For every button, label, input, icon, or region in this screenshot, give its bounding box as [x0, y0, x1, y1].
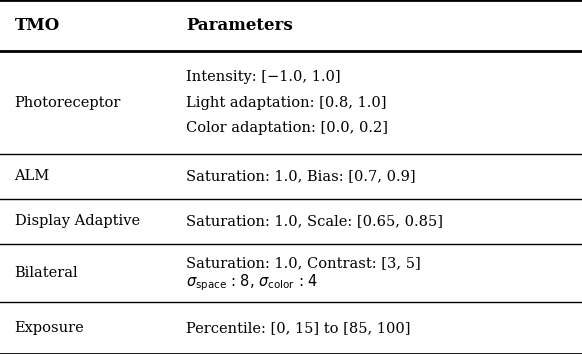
Text: ALM: ALM: [15, 170, 50, 183]
Text: Display Adaptive: Display Adaptive: [15, 214, 140, 228]
Text: Photoreceptor: Photoreceptor: [15, 96, 121, 110]
Text: Intensity: [−1.0, 1.0]: Intensity: [−1.0, 1.0]: [186, 70, 341, 84]
Text: Bilateral: Bilateral: [15, 266, 78, 280]
Text: TMO: TMO: [15, 17, 60, 34]
Text: Saturation: 1.0, Contrast: [3, 5]: Saturation: 1.0, Contrast: [3, 5]: [186, 256, 421, 270]
Text: Color adaptation: [0.0, 0.2]: Color adaptation: [0.0, 0.2]: [186, 121, 388, 135]
Text: Saturation: 1.0, Bias: [0.7, 0.9]: Saturation: 1.0, Bias: [0.7, 0.9]: [186, 170, 416, 183]
Text: Exposure: Exposure: [15, 321, 84, 335]
Text: Light adaptation: [0.8, 1.0]: Light adaptation: [0.8, 1.0]: [186, 96, 387, 110]
Text: $\sigma_{\mathregular{space}}$ : 8, $\sigma_{\mathregular{color}}$ : 4: $\sigma_{\mathregular{space}}$ : 8, $\si…: [186, 272, 318, 292]
Text: Saturation: 1.0, Scale: [0.65, 0.85]: Saturation: 1.0, Scale: [0.65, 0.85]: [186, 214, 443, 228]
Text: Percentile: [0, 15] to [85, 100]: Percentile: [0, 15] to [85, 100]: [186, 321, 411, 335]
Text: Parameters: Parameters: [186, 17, 293, 34]
